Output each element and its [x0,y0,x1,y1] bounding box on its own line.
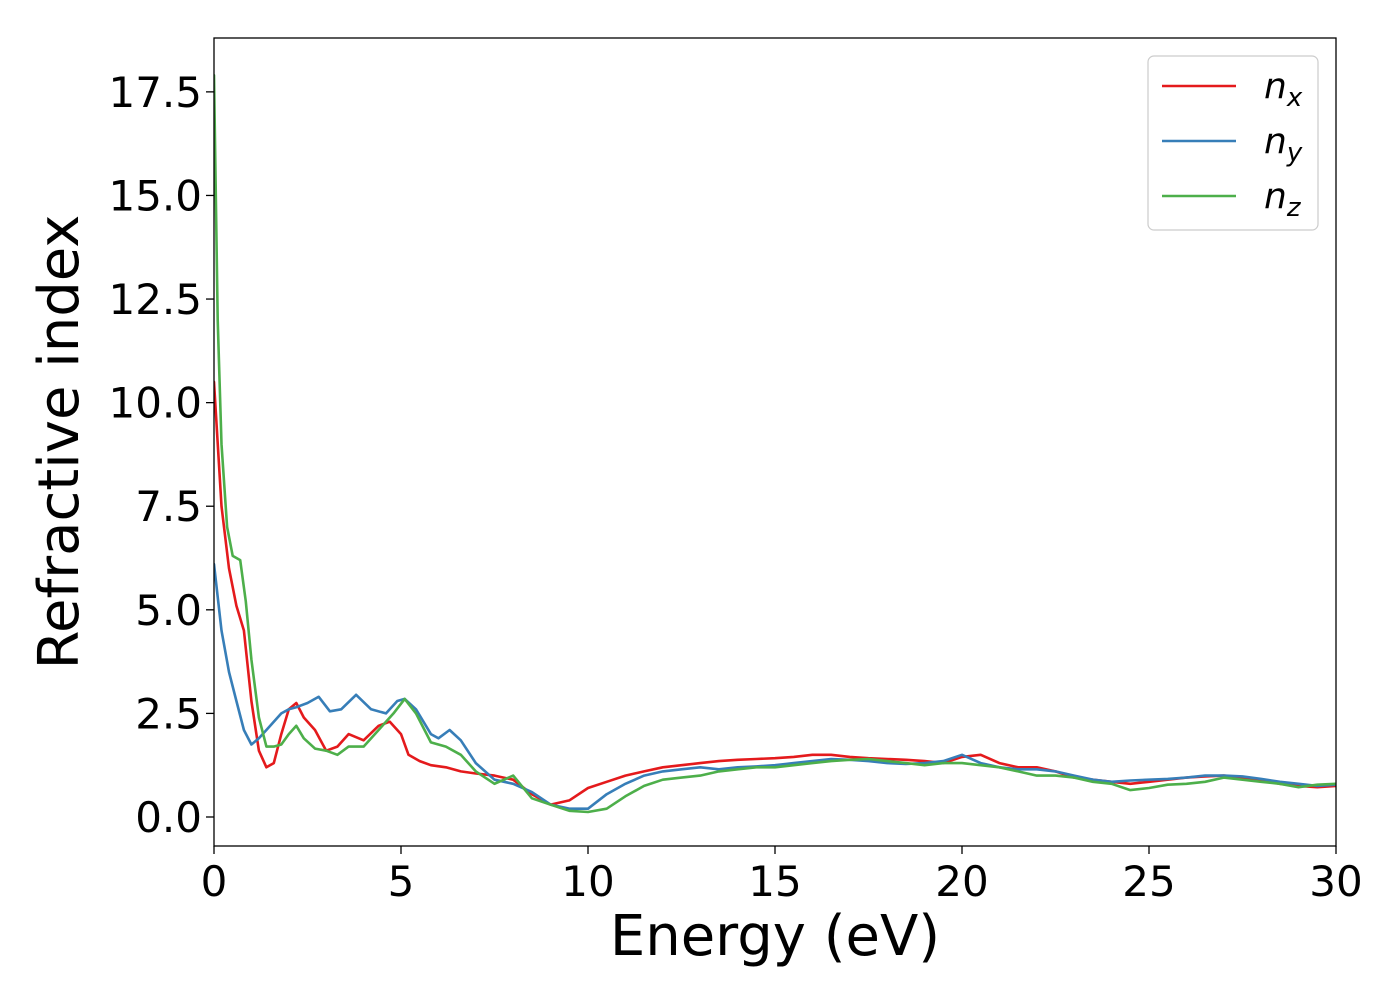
y-tick-label: 12.5 [108,275,202,324]
y-axis-title: Refractive index [27,215,92,670]
x-tick-label: 0 [201,857,228,906]
y-tick-label: 17.5 [108,68,202,117]
y-tick-label: 10.0 [108,379,202,428]
y-tick-label: 0.0 [135,793,202,842]
x-tick-label: 10 [561,857,614,906]
x-tick-label: 15 [748,857,801,906]
x-tick-label: 25 [1122,857,1175,906]
y-axis: 0.0 2.5 5.0 7.5 10.0 12.5 15.0 17.5 [108,68,214,842]
x-tick-label: 20 [935,857,988,906]
y-tick-label: 5.0 [135,586,202,635]
x-axis: 0 5 10 15 20 25 30 [201,846,1363,906]
legend-label: nz [1264,176,1302,223]
y-tick-label: 7.5 [135,482,202,531]
x-axis-title: Energy (eV) [610,904,940,969]
series-line-n-z [214,74,1336,814]
legend-box [1147,55,1319,231]
y-tick-label: 2.5 [135,689,202,738]
legend-label: ny [1264,121,1303,168]
series-layer [214,74,1336,814]
x-tick-label: 30 [1309,857,1362,906]
legend: nx ny nz [1147,55,1319,231]
series-line-n-y [214,562,1336,811]
x-tick-label: 5 [388,857,415,906]
legend-label: nx [1264,66,1303,113]
y-tick-label: 15.0 [108,171,202,220]
